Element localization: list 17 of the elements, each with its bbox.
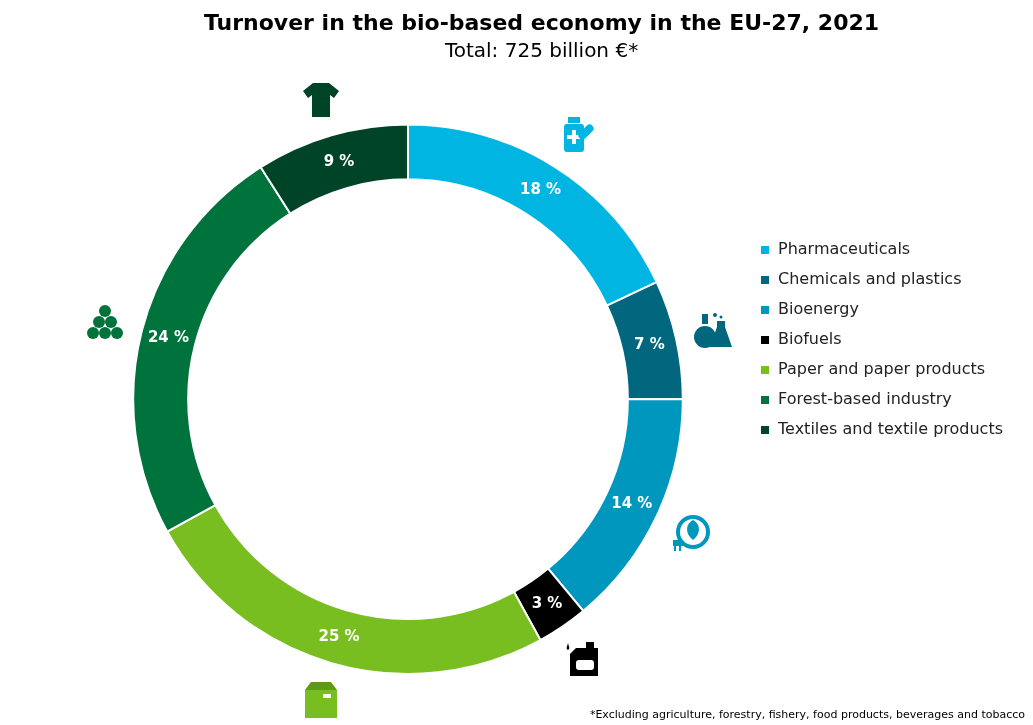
data-label: 25 % — [318, 626, 360, 645]
text: *Excluding agriculture, forestry, fishery, food products, beverages and tobacco — [589, 708, 1025, 721]
data-label: 3 % — [531, 593, 563, 612]
legend-label: Pharmaceuticals — [778, 239, 911, 259]
data-label: 7 % — [634, 335, 665, 354]
legend-label: Forest-based industry — [778, 389, 952, 409]
legend-label: Paper and paper products — [778, 359, 986, 379]
chart-subtitle: Total: 725 billion €* — [443, 37, 639, 62]
data-label: 14 % — [611, 494, 653, 513]
legend-label: Textiles and textile products — [777, 419, 1004, 439]
legend-label: Chemicals and plastics — [778, 269, 962, 289]
legend-label: Biofuels — [778, 329, 842, 349]
data-label: 18 % — [519, 180, 562, 199]
legend-label: Bioenergy — [778, 299, 859, 319]
data-label: 24 % — [147, 327, 190, 346]
data-label: 9 % — [323, 151, 355, 170]
chart-title: Turnover in the bio-based economy in the EU-27, 2021 — [203, 9, 880, 35]
